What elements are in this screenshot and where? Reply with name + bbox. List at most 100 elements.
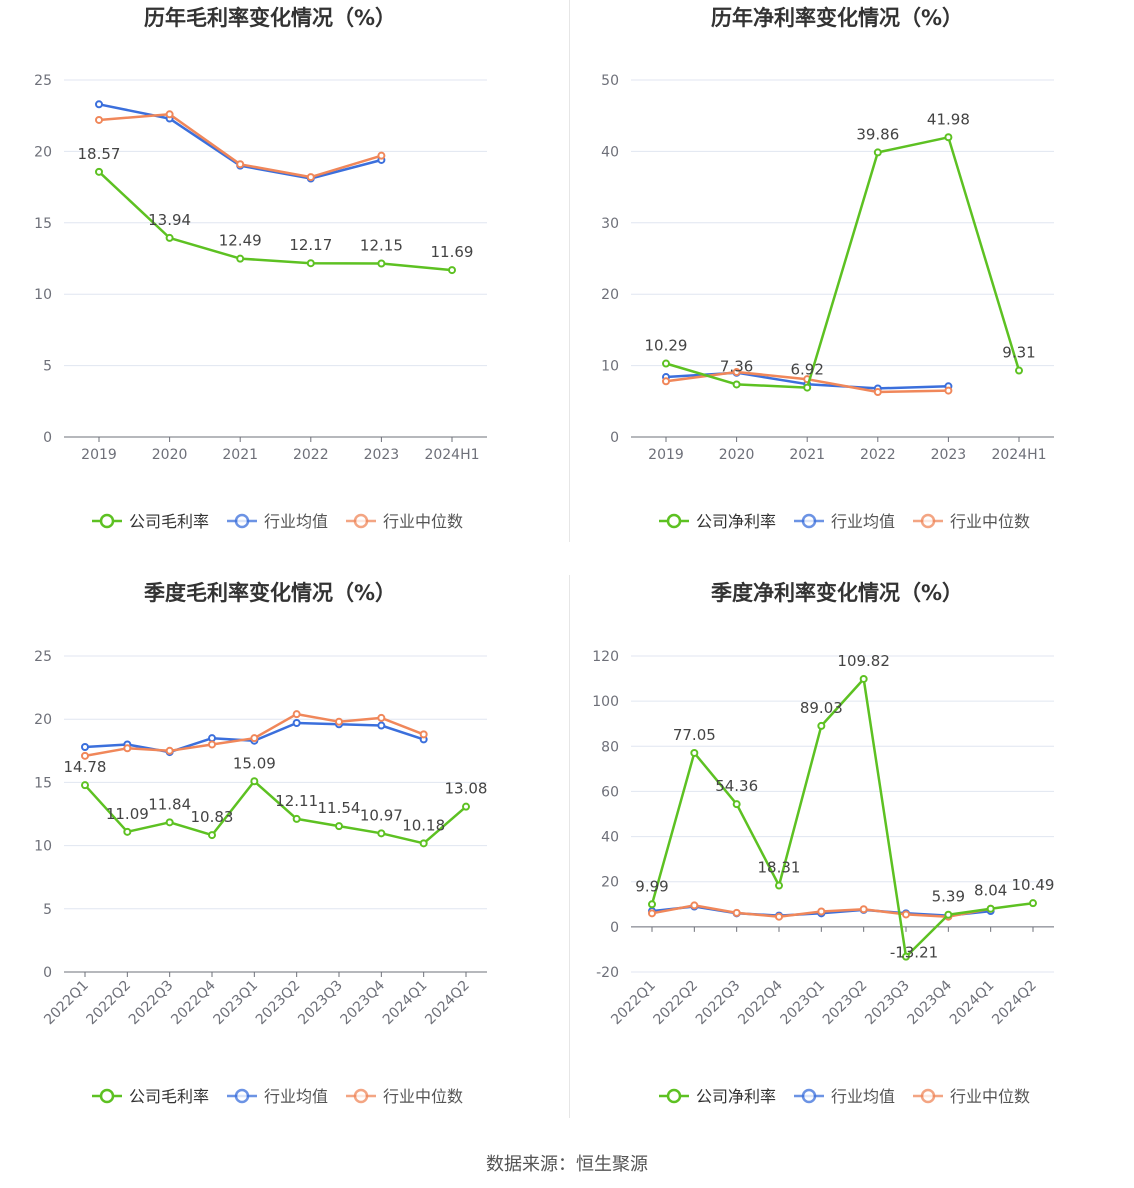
x-tick-label: 2024Q2 <box>989 978 1040 1029</box>
data-label: -13.21 <box>890 944 938 962</box>
y-tick-label: 20 <box>34 144 52 160</box>
data-label: 89.03 <box>800 699 843 717</box>
data-point <box>165 746 174 755</box>
legend-marker-icon <box>801 513 817 529</box>
data-point <box>902 952 910 961</box>
legend-label: 公司净利率 <box>696 1087 776 1106</box>
data-label: 8.04 <box>974 882 1007 900</box>
data-label: 41.98 <box>927 110 970 128</box>
data-label: 11.54 <box>318 799 361 817</box>
data-point <box>292 718 301 727</box>
y-tick-label: 10 <box>34 839 52 855</box>
chart-annual-gross-margin: 历年毛利率变化情况（%） 0 5 10 15 20 25 2019 2020 2021 2022 20… <box>0 0 567 560</box>
data-point <box>732 908 741 917</box>
data-point <box>377 259 386 268</box>
data-label: 18.57 <box>78 145 121 163</box>
legend-marker-icon <box>666 513 682 529</box>
x-tick-label: 2024H1 <box>424 447 479 463</box>
x-tick-label: 2022Q4 <box>168 977 219 1028</box>
x-tick-label: 2024Q1 <box>380 978 431 1029</box>
chart-svg: 季度毛利率变化情况（%） 0 5 10 15 20 25 2022Q12022Q22022Q3… <box>34 581 487 1106</box>
y-tick-label: 40 <box>601 830 619 846</box>
x-tick-label: 2023Q2 <box>253 978 304 1029</box>
data-label: 12.17 <box>289 236 332 254</box>
legend-label: 行业中位数 <box>383 512 463 531</box>
y-tick-label: 80 <box>601 739 619 755</box>
data-label: 12.49 <box>219 232 262 250</box>
data-point <box>944 386 953 395</box>
source-note: 数据来源：恒生聚源 <box>486 1154 648 1175</box>
data-label: 54.36 <box>715 777 758 795</box>
data-label: 109.82 <box>837 652 890 670</box>
data-point <box>419 839 428 848</box>
data-point <box>462 802 470 811</box>
data-label: 9.31 <box>1002 344 1035 362</box>
divider-bottom <box>569 575 570 1118</box>
data-label: 14.78 <box>64 758 107 776</box>
data-point <box>732 380 741 389</box>
legend-marker-icon <box>353 513 369 529</box>
data-point <box>165 233 174 242</box>
data-point <box>859 674 868 683</box>
legend-marker-icon <box>801 1088 817 1104</box>
x-tick-label: 2022Q2 <box>651 978 702 1029</box>
x-tick-label: 2023Q1 <box>211 978 262 1029</box>
x-tick-label: 2020 <box>152 447 188 463</box>
data-point <box>944 910 953 919</box>
data-point <box>817 721 826 730</box>
data-point <box>902 910 910 919</box>
data-point <box>986 904 995 913</box>
x-tick-label: 2023Q2 <box>820 978 871 1029</box>
x-tick-label: 2023Q1 <box>778 978 829 1029</box>
x-tick-label: 2022Q1 <box>608 978 659 1029</box>
data-point <box>662 377 670 386</box>
x-tick-label: 2021 <box>222 447 258 463</box>
x-tick-label: 2023 <box>931 447 967 463</box>
legend-marker-icon <box>234 1088 250 1104</box>
data-point <box>775 881 783 890</box>
legend-label: 公司毛利率 <box>129 1087 209 1106</box>
y-tick-label: 5 <box>43 359 52 375</box>
data-label: 39.86 <box>856 125 899 143</box>
chart-title: 历年净利率变化情况（%） <box>711 6 963 30</box>
y-tick-label: 10 <box>601 359 619 375</box>
x-tick-label: 2024H1 <box>991 447 1046 463</box>
data-label: 9.99 <box>635 877 668 895</box>
data-point <box>123 827 132 836</box>
data-point <box>292 710 301 719</box>
x-tick-label: 2024Q1 <box>947 978 998 1029</box>
y-tick-label: 0 <box>610 920 619 936</box>
data-point <box>236 160 245 169</box>
legend-label: 行业均值 <box>831 512 895 531</box>
data-point <box>377 829 386 838</box>
y-tick-label: 50 <box>601 73 619 89</box>
y-tick-label: 0 <box>43 430 52 446</box>
legend-label: 公司净利率 <box>696 512 776 531</box>
data-point <box>775 912 783 921</box>
data-point <box>1015 366 1023 375</box>
legend-marker-icon <box>920 1088 936 1104</box>
data-point <box>95 115 103 124</box>
y-tick-label: 30 <box>601 216 619 232</box>
data-label: 11.69 <box>431 243 474 261</box>
data-point <box>817 907 826 916</box>
chart-quarterly-net-margin: 季度净利率变化情况（%） -20 0 20 40 60 80 100 120 2022Q1 2022… <box>567 575 1134 1135</box>
y-tick-label: 15 <box>34 775 52 791</box>
data-label: 5.39 <box>932 888 965 906</box>
data-point <box>648 909 656 918</box>
x-tick-label: 2023Q4 <box>338 977 389 1028</box>
x-tick-label: 2020 <box>719 447 755 463</box>
data-label: 13.94 <box>148 211 191 229</box>
legend-marker-icon <box>99 1088 115 1104</box>
data-point <box>690 748 699 757</box>
data-point <box>448 266 456 275</box>
data-point <box>803 383 812 392</box>
y-tick-label: -20 <box>596 965 619 981</box>
x-tick-label: 2021 <box>789 447 825 463</box>
legend-label: 行业均值 <box>264 1087 328 1106</box>
data-point <box>81 743 89 752</box>
chart-annual-net-margin: 历年净利率变化情况（%） 0 10 20 30 40 50 2019 2020 2021 2022 2… <box>567 0 1134 560</box>
chart-title: 季度净利率变化情况（%） <box>711 581 963 605</box>
y-tick-label: 20 <box>601 287 619 303</box>
legend-label: 公司毛利率 <box>129 512 209 531</box>
